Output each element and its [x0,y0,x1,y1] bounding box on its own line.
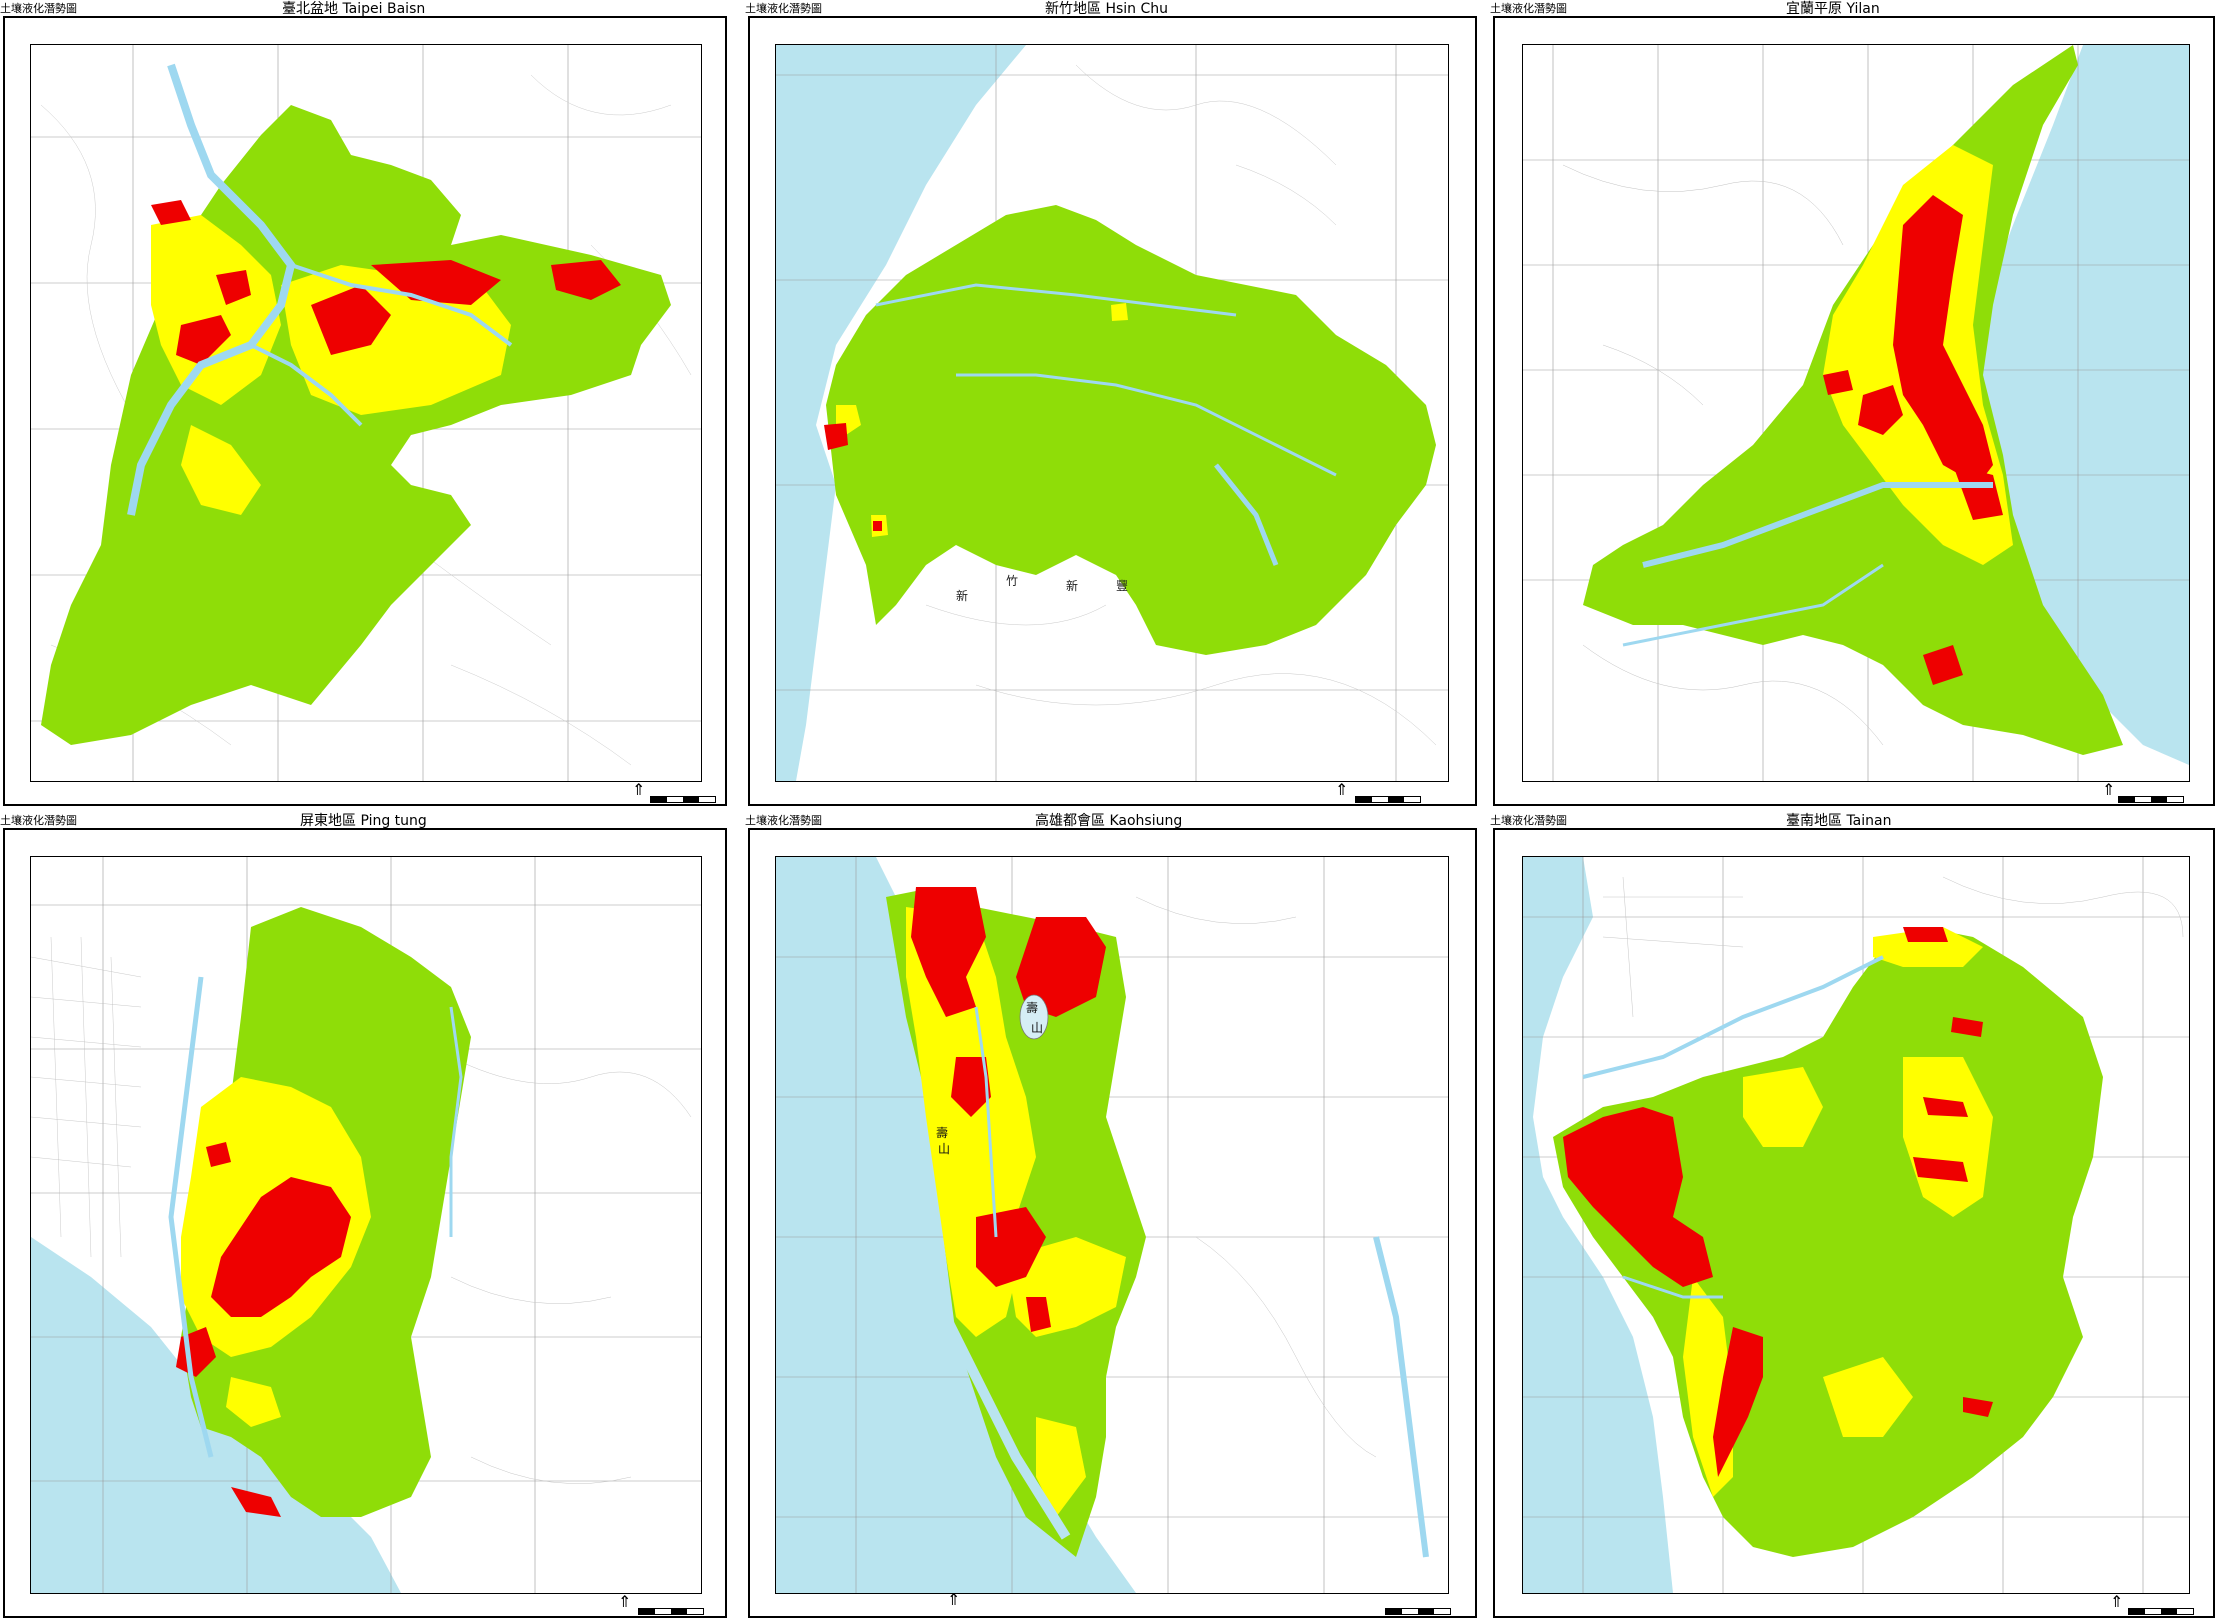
panel-taipei: 土壤液化潛勢圖 臺北盆地 Taipei Baisn [0,0,730,810]
lotus-pond [1019,994,1049,1040]
header-label: 土壤液化潛勢圖 [1490,2,1567,15]
love-river [974,1006,998,1238]
map-area: 壽 山 壽 山 [775,856,1449,1594]
tamsui-river [127,63,296,516]
liquefaction-high-zones [824,423,882,531]
north-arrow-icon: ⇑ [2110,1592,2124,1611]
map-title: 臺南地區 Tainan [1786,813,1892,829]
map-label: 新 [956,588,968,603]
scale-bar [1385,1608,1451,1615]
scale-bar [1355,796,1421,803]
map-area [1522,856,2190,1594]
map-title: 臺北盆地 Taipei Baisn [282,1,426,17]
sea [776,857,1136,1593]
map-label: 山 [938,1142,950,1156]
scale-bar [650,796,716,803]
map-title: 高雄都會區 Kaohsiung [1035,813,1183,829]
north-arrow-icon: ⇑ [1335,780,1349,799]
north-arrow-icon: ⇑ [618,1592,632,1611]
map-area [1522,44,2190,782]
map-title: 新竹地區 Hsin Chu [1045,1,1169,17]
header-label: 土壤液化潛勢圖 [745,814,822,827]
kaoping-river [168,976,214,1458]
scale-bar [638,1608,704,1615]
north-arrow-icon: ⇑ [2102,780,2116,799]
liquefaction-high-zones [176,1142,351,1517]
tsengwen-river [1582,955,1884,1079]
liquefaction-low-zone [41,105,671,745]
keelung-river [290,263,513,347]
map-title: 宜蘭平原 Yilan [1786,1,1880,17]
harbor [931,1294,1071,1540]
scale-bar [2118,796,2184,803]
panel-tainan: 土壤液化潛勢圖 臺南地區 Tainan [1490,812,2220,1620]
map-label: 山 [1031,1021,1043,1035]
header-label: 土壤液化潛勢圖 [0,814,77,827]
liquefaction-high-zones [911,887,1106,1332]
liquefaction-high-zones [1823,195,2003,685]
map-label: 壽 [936,1125,948,1140]
panel-yilan: 土壤液化潛勢圖 宜蘭平原 Yilan [1490,0,2220,810]
river [875,283,1237,317]
north-arrow-icon: ⇑ [947,1590,961,1609]
east-river [1373,1236,1429,1558]
liquefaction-high-zones [1563,927,1993,1477]
map-label: 豐 [1116,579,1128,593]
map-label: 壽 [1026,1000,1038,1015]
liquefaction-high-zones [151,200,621,365]
lanyang-river [1642,482,1993,568]
sea [1523,857,1673,1593]
map-area [30,856,702,1594]
map-area [30,44,702,782]
map-area: 新 竹 新 豐 [775,44,1449,782]
panel-hsinchu: 土壤液化潛勢圖 新竹地區 Hsin Chu [745,0,1480,810]
liquefaction-low-zone [826,205,1436,655]
header-label: 土壤液化潛勢圖 [1490,814,1567,827]
map-label: 竹 [1006,574,1018,588]
panel-pingtung: 土壤液化潛勢圖 屏東地區 Ping tung [0,812,730,1620]
map-title: 屏東地區 Ping tung [300,813,427,829]
panel-kaohsiung: 土壤液化潛勢圖 高雄都會區 Kaohsiung [745,812,1480,1620]
header-label: 土壤液化潛勢圖 [0,2,77,15]
header-label: 土壤液化潛勢圖 [745,2,822,15]
map-label: 新 [1066,578,1078,593]
kaohsiung-urban-texture [31,936,142,1258]
north-arrow-icon: ⇑ [632,780,646,799]
sea [776,45,1026,781]
scale-bar [2128,1608,2194,1615]
